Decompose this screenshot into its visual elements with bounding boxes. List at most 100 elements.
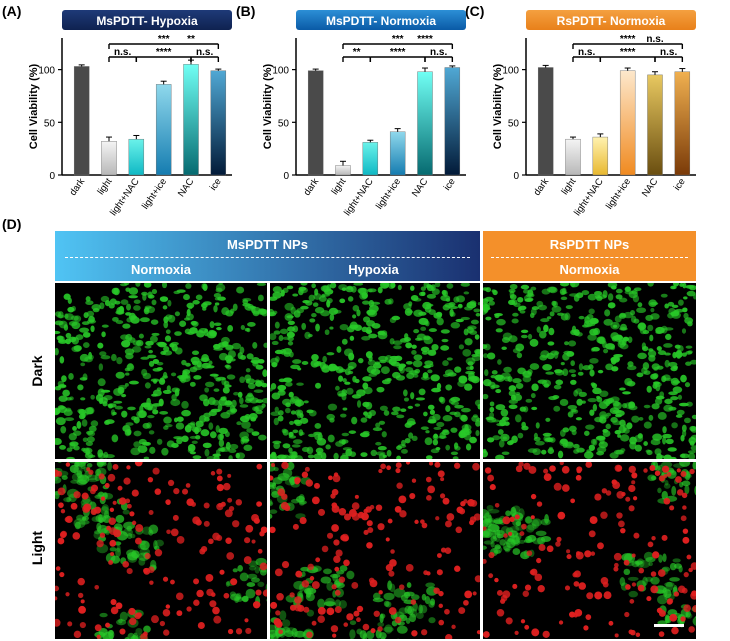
live-cell (436, 421, 445, 428)
live-cell (599, 390, 609, 398)
live-cell (125, 372, 130, 376)
live-cell (270, 629, 278, 638)
live-cell (250, 416, 257, 422)
live-cell (301, 571, 306, 577)
live-cell (99, 612, 108, 618)
live-cell (602, 290, 608, 298)
live-cell (576, 332, 583, 337)
dead-cell (518, 462, 524, 467)
dead-cell (113, 529, 122, 538)
live-cell (363, 386, 373, 395)
dead-cell (632, 496, 638, 501)
dead-cell (675, 476, 682, 483)
live-cell (55, 330, 61, 335)
dead-cell (411, 478, 417, 483)
dead-cell (688, 626, 695, 633)
live-cell (489, 412, 495, 419)
live-cell (165, 314, 173, 320)
live-cell (679, 283, 684, 287)
bar (210, 70, 227, 176)
live-cell (290, 364, 301, 370)
bar (389, 131, 406, 176)
dead-cell (426, 495, 432, 501)
live-cell (489, 406, 495, 413)
live-cell (581, 400, 586, 404)
y-axis-label: Cell Viability (%) (262, 63, 274, 149)
live-cell (288, 391, 294, 398)
live-cell (88, 425, 97, 433)
live-cell (273, 467, 279, 472)
live-cell (485, 302, 491, 309)
live-cell (243, 444, 253, 451)
live-cell (229, 443, 239, 450)
live-cell (191, 350, 200, 356)
live-cell (537, 379, 548, 384)
live-cell (291, 627, 298, 638)
live-cell (597, 369, 604, 374)
dead-cell (423, 570, 429, 576)
dead-cell (564, 585, 571, 591)
live-cell (277, 410, 284, 416)
live-cell (346, 387, 354, 395)
live-cell (58, 395, 68, 402)
live-cell (386, 449, 392, 457)
y-tick-label: 0 (283, 171, 289, 182)
dead-cell (317, 606, 326, 615)
live-cell (255, 364, 264, 370)
live-cell (662, 374, 671, 381)
live-cell (176, 416, 184, 422)
bar (619, 70, 636, 176)
live-cell (389, 355, 399, 359)
live-cell (660, 325, 668, 334)
dead-cell (628, 484, 636, 493)
dead-cell (652, 551, 660, 559)
live-cell (287, 341, 294, 346)
dead-cell (333, 555, 341, 563)
live-cell (486, 352, 496, 360)
dead-cell (127, 503, 132, 509)
live-cell (381, 636, 386, 639)
live-cell (368, 333, 378, 339)
dead-cell (57, 487, 66, 496)
live-cell (404, 605, 413, 614)
dead-cell (543, 468, 549, 474)
dead-cell (496, 608, 505, 617)
live-cell (546, 286, 557, 293)
live-cell (573, 443, 580, 449)
x-tick-label: NAC (640, 176, 661, 199)
live-cell (127, 363, 134, 370)
live-cell (457, 380, 466, 388)
live-cell (387, 580, 393, 591)
live-cell (610, 396, 620, 403)
live-cell (174, 331, 182, 336)
live-cell (121, 393, 127, 398)
live-cell (372, 597, 384, 603)
live-cell (301, 446, 310, 453)
live-cell (99, 397, 108, 404)
live-cell (509, 294, 517, 300)
live-cell (204, 387, 210, 393)
bar (183, 64, 199, 176)
live-cell (634, 444, 642, 452)
live-cell (381, 431, 387, 438)
live-cell (273, 417, 279, 426)
live-cell (433, 426, 442, 430)
live-cell (621, 553, 633, 562)
live-cell (57, 462, 62, 463)
dead-cell (224, 509, 233, 518)
row-label-dark: Dark (29, 355, 45, 387)
live-cell (619, 297, 628, 303)
dead-cell (394, 616, 402, 624)
live-cell (139, 317, 150, 323)
live-cell (567, 411, 574, 418)
live-cell (551, 300, 557, 307)
dead-cell (166, 529, 171, 535)
live-cell (284, 407, 291, 414)
live-cell (650, 373, 658, 380)
live-cell (505, 510, 511, 517)
live-cell (584, 316, 590, 324)
dead-cell (57, 537, 65, 545)
live-cell (333, 309, 342, 314)
dead-cell (366, 542, 373, 549)
live-cell (300, 283, 308, 286)
